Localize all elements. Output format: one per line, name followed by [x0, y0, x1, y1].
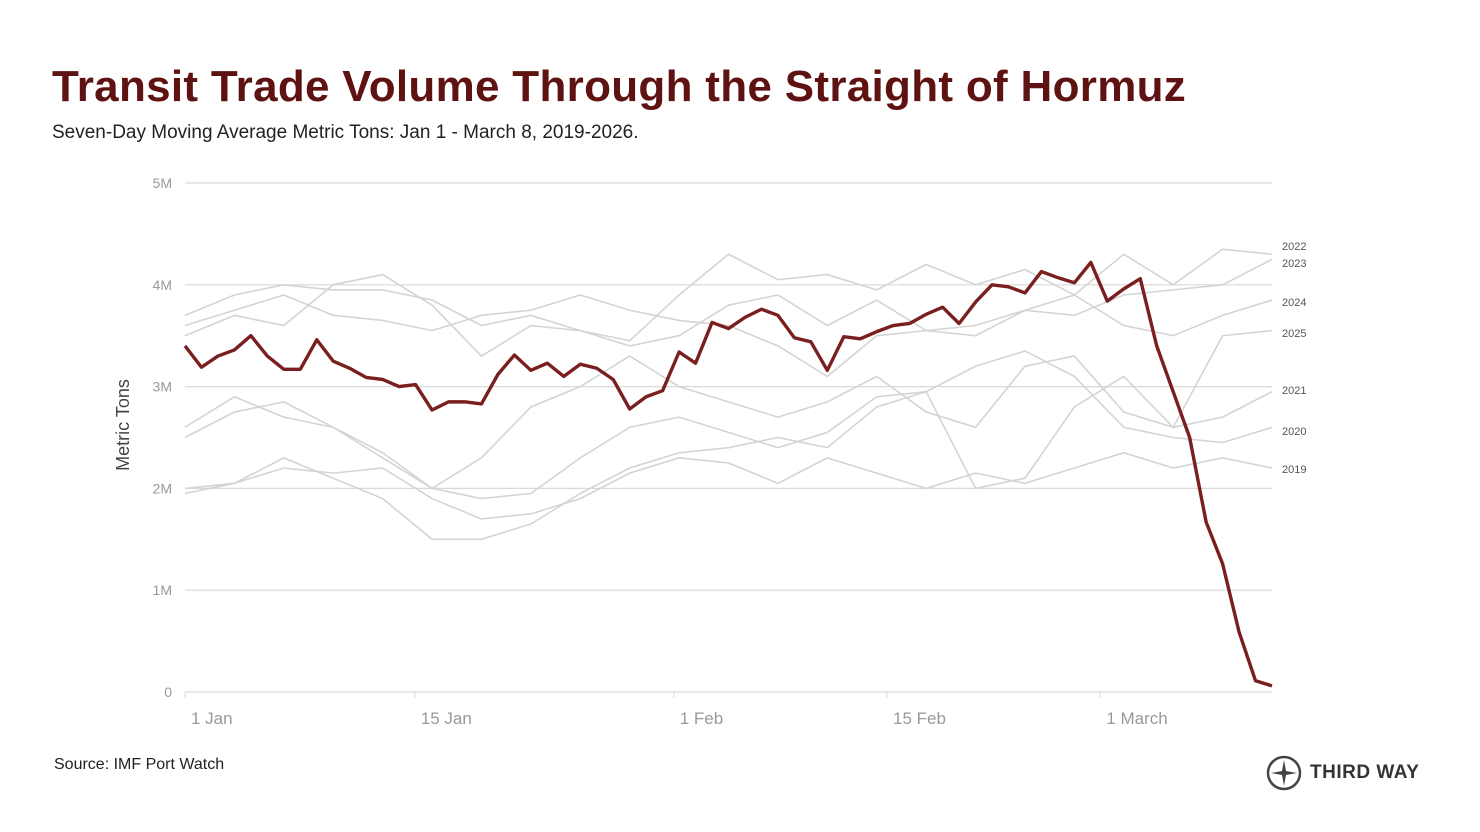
- gridlines: [185, 182, 1272, 693]
- series-label-2024: 2024: [1282, 297, 1306, 309]
- series-line-2019: [184, 451, 1273, 520]
- y-tick-label: 1M: [153, 582, 172, 598]
- series-labels: 2022 2023 2024 2025 2021 2020 2019: [1282, 241, 1306, 476]
- source-note: Source: IMF Port Watch: [54, 756, 225, 773]
- y-tick-label: 2M: [153, 480, 172, 496]
- series-label-2021: 2021: [1282, 385, 1306, 397]
- x-axis-ticks: 1 Jan 15 Jan 1 Feb 15 Feb 1 March: [184, 692, 1168, 728]
- series-line-2025: [184, 329, 1273, 490]
- y-axis-ticks: 0 1M 2M 3M 4M 5M: [153, 175, 173, 700]
- series-label-2023: 2023: [1282, 258, 1306, 270]
- x-tick-label: 15 Jan: [421, 709, 472, 728]
- series-label-2019: 2019: [1282, 464, 1306, 476]
- y-tick-label: 3M: [153, 379, 172, 395]
- chart-subtitle: Seven-Day Moving Average Metric Tons: Ja…: [52, 122, 639, 143]
- logo-text: THIRD WAY: [1310, 762, 1420, 783]
- series-label-2022: 2022: [1282, 241, 1306, 253]
- third-way-logo: THIRD WAY: [1266, 755, 1419, 791]
- y-axis-title: Metric Tons: [113, 379, 133, 471]
- series-line-2022: [184, 248, 1273, 342]
- series-line-2021: [184, 375, 1273, 541]
- x-tick-label: 1 Jan: [191, 709, 233, 728]
- x-tick-label: 15 Feb: [893, 709, 946, 728]
- series-label-2025: 2025: [1282, 328, 1306, 340]
- chart-title: Transit Trade Volume Through the Straigh…: [52, 62, 1187, 111]
- x-tick-label: 1 March: [1106, 709, 1167, 728]
- y-tick-label: 4M: [153, 277, 172, 293]
- highlight-series: [183, 260, 1273, 688]
- y-tick-label: 0: [164, 684, 172, 700]
- series-label-2020: 2020: [1282, 426, 1306, 438]
- compass-icon: [1266, 755, 1302, 791]
- y-tick-label: 5M: [153, 175, 172, 191]
- series-line-2023: [184, 258, 1273, 378]
- other-year-series: [184, 248, 1273, 541]
- x-tick-label: 1 Feb: [680, 709, 723, 728]
- series-line-2020: [184, 350, 1273, 500]
- highlight-series-line: [183, 260, 1273, 688]
- series-line-2024: [184, 273, 1273, 358]
